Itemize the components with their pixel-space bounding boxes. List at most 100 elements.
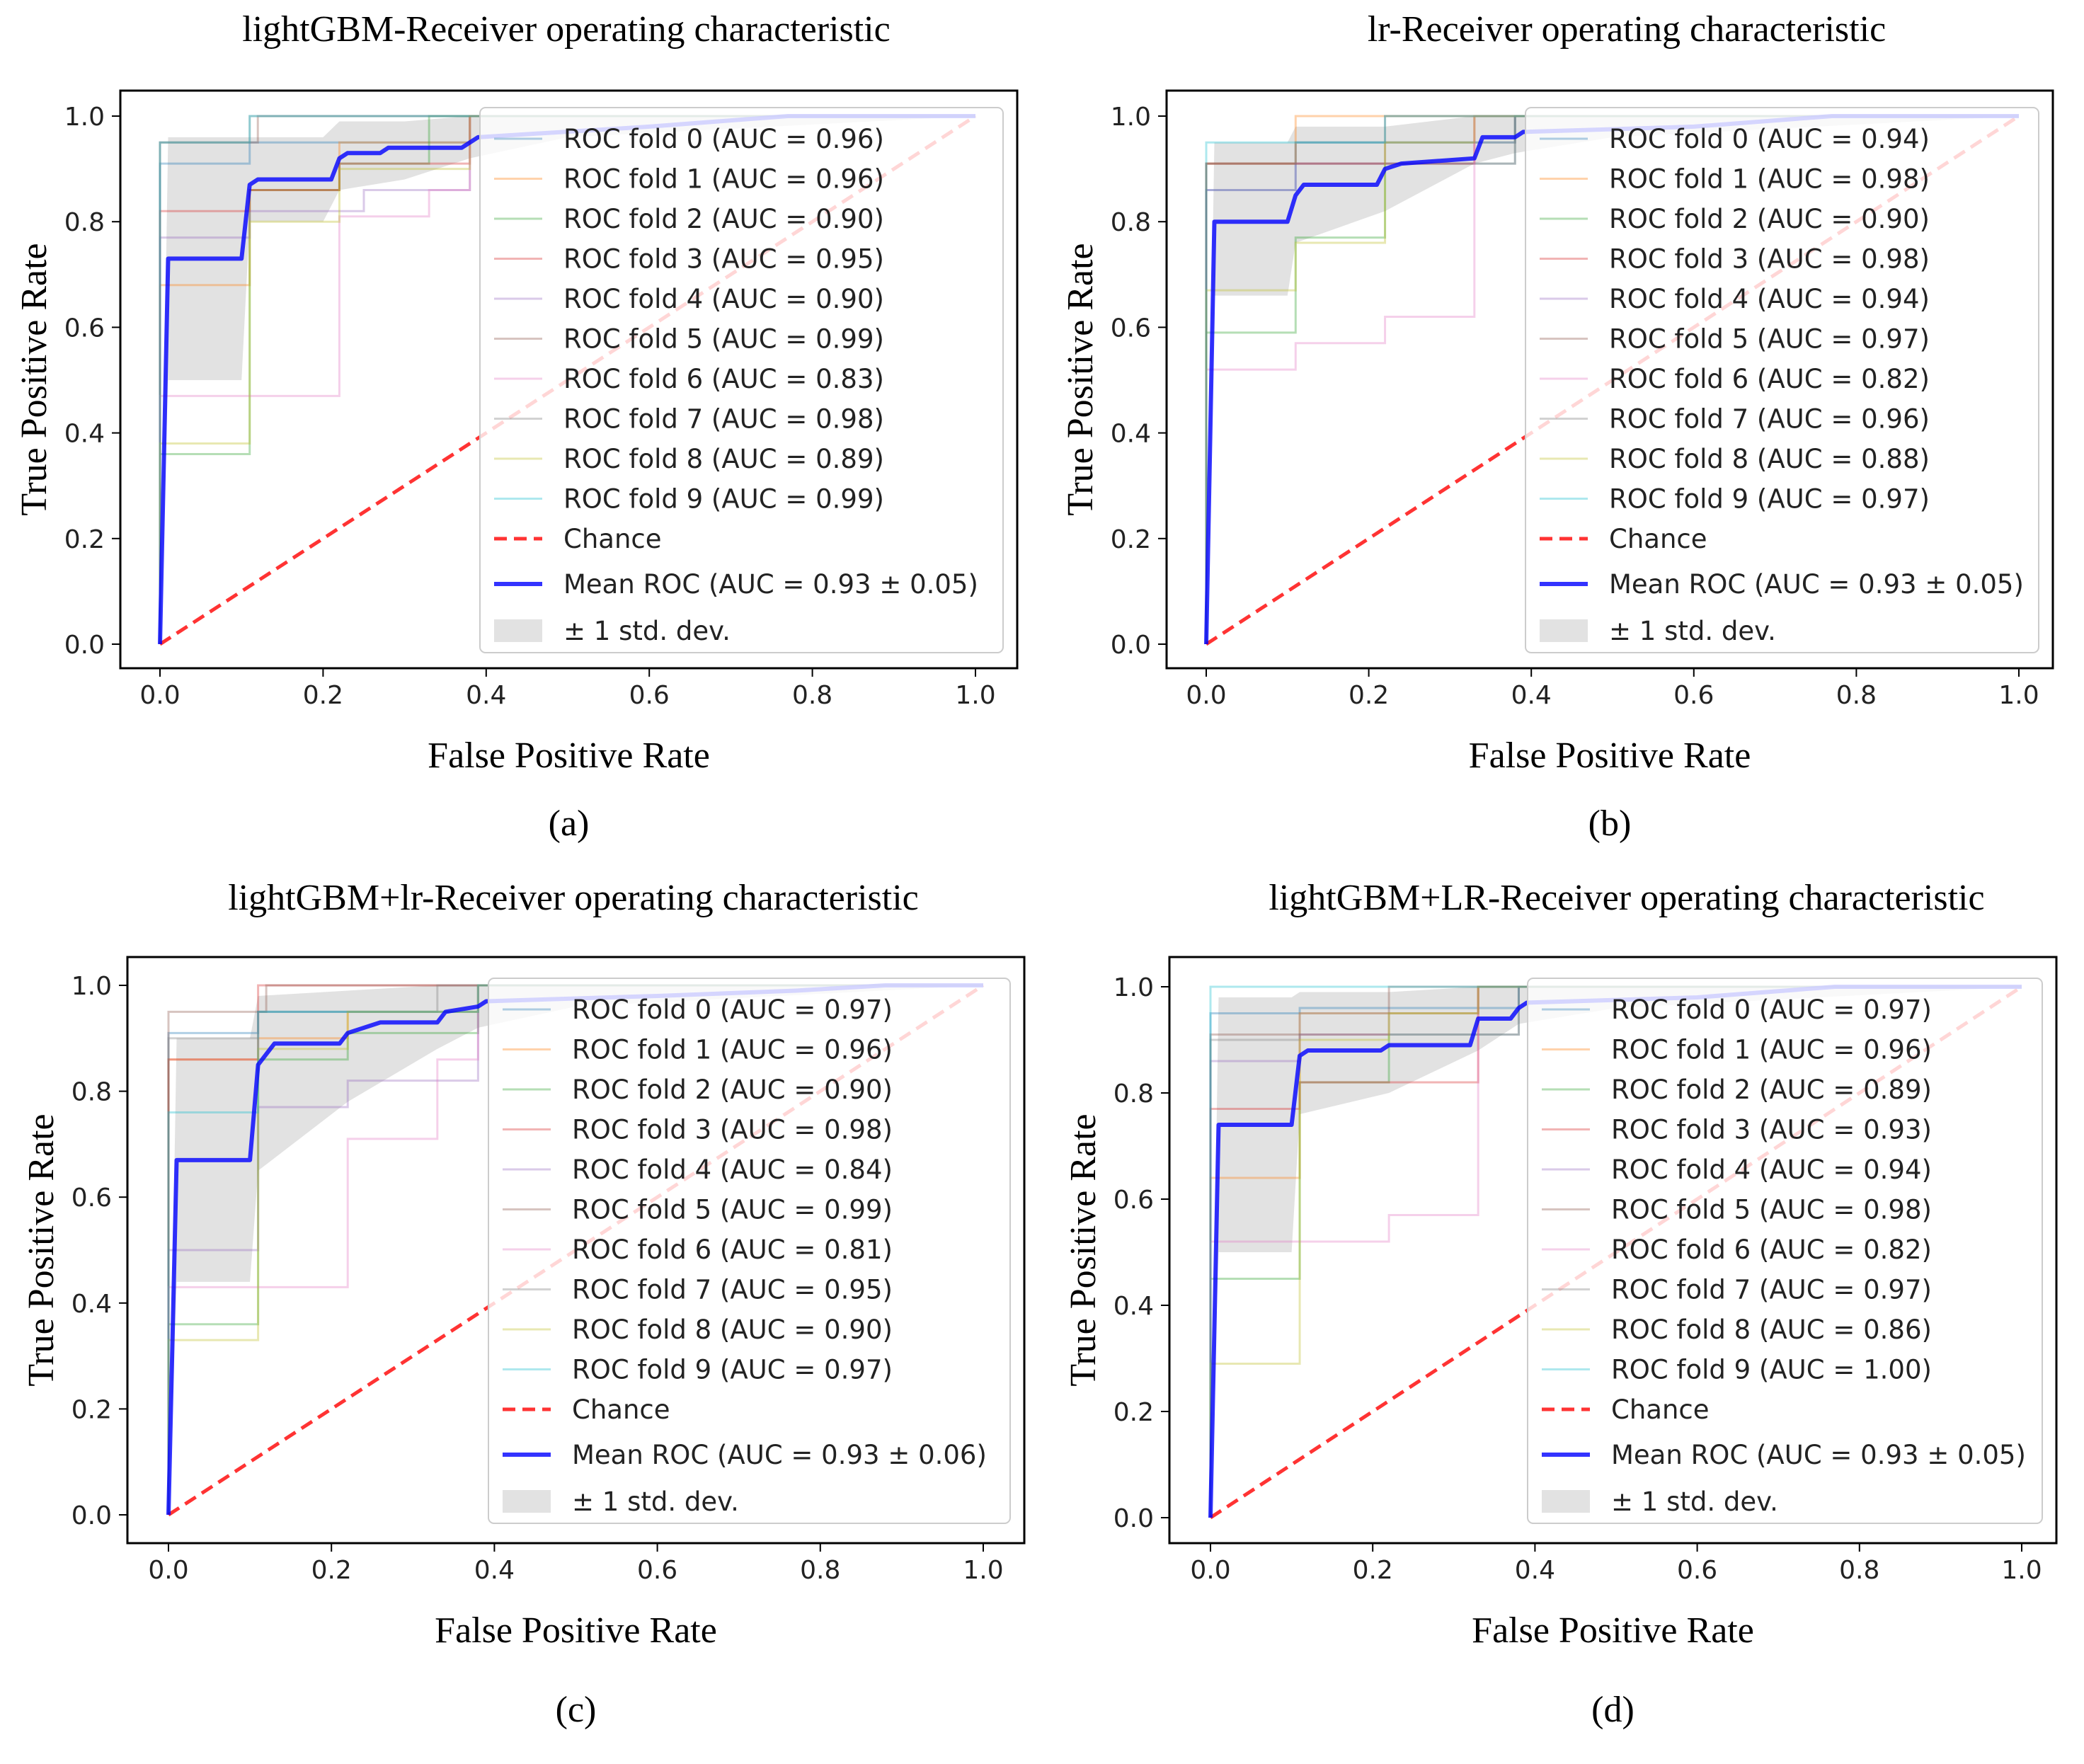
x-tick-label: 0.2 [311,1556,352,1585]
y-tick-label: 0.0 [64,631,105,660]
x-tick-label: 1.0 [955,681,995,710]
x-tick-label: 0.6 [1677,1556,1717,1585]
x-tick-label: 0.2 [1353,1556,1393,1585]
x-tick-label: 1.0 [1998,681,2039,710]
legend-fold-3-label: ROC fold 3 (AUC = 0.93) [1611,1115,1932,1145]
roc-fold-8-line [159,115,975,644]
y-tick-label: 0.8 [1111,208,1151,237]
y-tick-label: 0.0 [1113,1504,1154,1533]
legend-mean-label: Mean ROC (AUC = 0.93 ± 0.06) [572,1440,987,1470]
y-tick-label: 0.0 [1111,631,1151,660]
x-tick-label: 0.4 [466,681,506,710]
chart-title: lightGBM+lr-Receiver operating character… [228,878,918,918]
roc-fold-8-line [1209,985,2022,1518]
legend-fold-1-label: ROC fold 1 (AUC = 0.98) [1609,164,1930,195]
legend-fold-5-label: ROC fold 5 (AUC = 0.97) [1609,324,1930,355]
roc-fold-8-line [1205,115,2019,644]
legend-fold-7-label: ROC fold 7 (AUC = 0.95) [572,1275,893,1305]
legend-fold-5-label: ROC fold 5 (AUC = 0.98) [1611,1195,1932,1225]
x-axis-label: False Positive Rate [428,735,710,776]
y-tick-label: 0.4 [1111,420,1151,449]
legend-fold-1-label: ROC fold 1 (AUC = 0.96) [563,164,884,195]
y-tick-label: 0.6 [71,1184,112,1213]
legend-fold-8-label: ROC fold 8 (AUC = 0.88) [1609,444,1930,474]
legend-fold-4-label: ROC fold 4 (AUC = 0.90) [563,284,884,314]
y-axis-label: True Positive Rate [1060,243,1101,515]
x-tick-label: 0.0 [148,1556,188,1585]
y-tick-label: 1.0 [1111,103,1151,132]
legend-fold-7-label: ROC fold 7 (AUC = 0.96) [1609,404,1930,435]
roc-fold-4-line [167,984,983,1515]
panel-label: (c) [556,1690,597,1730]
legend: ROC fold 0 (AUC = 0.96) ROC fold 1 (AUC =… [479,107,1004,653]
roc-fold-0-line [1209,985,2022,1518]
x-tick-label: 0.6 [1673,681,1714,710]
legend-fold-0-label: ROC fold 0 (AUC = 0.96) [563,124,884,154]
legend-fold-9-label: ROC fold 9 (AUC = 0.97) [572,1355,893,1385]
legend-fold-3-label: ROC fold 3 (AUC = 0.98) [572,1115,893,1145]
legend-fold-1-label: ROC fold 1 (AUC = 0.96) [1611,1035,1932,1065]
legend-std-swatch [494,619,542,642]
chart-title: lightGBM-Receiver operating characterist… [242,9,890,50]
roc-fold-0-line [1205,115,2019,644]
x-tick-label: 0.6 [629,681,670,710]
roc-fold-7-line [1205,115,2019,644]
legend-std-swatch [1542,1490,1590,1513]
legend: ROC fold 0 (AUC = 0.97) ROC fold 1 (AUC =… [1527,978,2043,1524]
x-axis-label: False Positive Rate [1469,735,1751,776]
x-tick-label: 0.0 [1190,1556,1230,1585]
legend-fold-6-label: ROC fold 6 (AUC = 0.81) [572,1235,893,1265]
legend-fold-9-label: ROC fold 9 (AUC = 1.00) [1611,1355,1932,1385]
y-tick-label: 0.6 [1113,1186,1154,1215]
y-tick-label: 0.6 [64,314,105,343]
x-tick-label: 0.8 [800,1556,840,1585]
roc-fold-6-line [1205,115,2019,644]
roc-fold-7-line [167,984,983,1515]
y-tick-label: 0.8 [64,208,105,237]
y-tick-label: 0.8 [71,1078,112,1107]
roc-fold-4-line [1209,985,2022,1518]
x-tick-label: 1.0 [963,1556,1003,1585]
legend-mean-label: Mean ROC (AUC = 0.93 ± 0.05) [563,569,978,600]
x-tick-label: 0.2 [1349,681,1389,710]
legend-fold-7-label: ROC fold 7 (AUC = 0.98) [563,404,884,435]
y-axis-label: True Positive Rate [1063,1113,1104,1386]
y-axis-label: True Positive Rate [14,243,55,515]
legend-fold-9-label: ROC fold 9 (AUC = 0.99) [563,484,884,515]
roc-fold-7-line [1209,985,2022,1518]
y-axis-label: True Positive Rate [21,1113,62,1386]
legend-mean-label: Mean ROC (AUC = 0.93 ± 0.05) [1609,569,2024,600]
legend-box [1527,978,2043,1524]
x-tick-label: 0.8 [1836,681,1877,710]
x-tick-label: 0.4 [474,1556,515,1585]
legend-fold-4-label: ROC fold 4 (AUC = 0.84) [572,1155,893,1185]
legend-fold-8-label: ROC fold 8 (AUC = 0.89) [563,444,884,474]
y-tick-label: 0.2 [64,525,105,554]
y-tick-label: 0.8 [1113,1079,1154,1109]
roc-fold-1-line [159,115,975,644]
legend-fold-1-label: ROC fold 1 (AUC = 0.96) [572,1035,893,1065]
legend-fold-2-label: ROC fold 2 (AUC = 0.90) [1609,204,1930,234]
legend-box [488,978,1011,1524]
legend-fold-2-label: ROC fold 2 (AUC = 0.89) [1611,1075,1932,1105]
legend-chance-label: Chance [563,524,662,554]
roc-fold-2-line [1209,985,2022,1518]
x-tick-label: 0.2 [303,681,343,710]
legend-fold-2-label: ROC fold 2 (AUC = 0.90) [572,1075,893,1105]
legend-fold-6-label: ROC fold 6 (AUC = 0.82) [1611,1235,1932,1265]
roc-fold-0-line [159,115,975,644]
x-tick-label: 0.8 [792,681,832,710]
x-tick-label: 1.0 [2001,1556,2042,1585]
x-tick-label: 0.4 [1511,681,1552,710]
panel-label: (d) [1591,1690,1634,1730]
legend-box [479,107,1004,653]
y-tick-label: 1.0 [71,972,112,1001]
roc-fold-2-line [159,115,975,644]
y-tick-label: 0.4 [1113,1292,1154,1321]
legend-fold-9-label: ROC fold 9 (AUC = 0.97) [1609,484,1930,515]
legend-fold-0-label: ROC fold 0 (AUC = 0.97) [572,995,893,1025]
x-tick-label: 0.0 [139,681,180,710]
roc-fold-0-line [167,984,983,1515]
legend-fold-0-label: ROC fold 0 (AUC = 0.97) [1611,995,1932,1025]
roc-fold-2-line [167,984,983,1515]
